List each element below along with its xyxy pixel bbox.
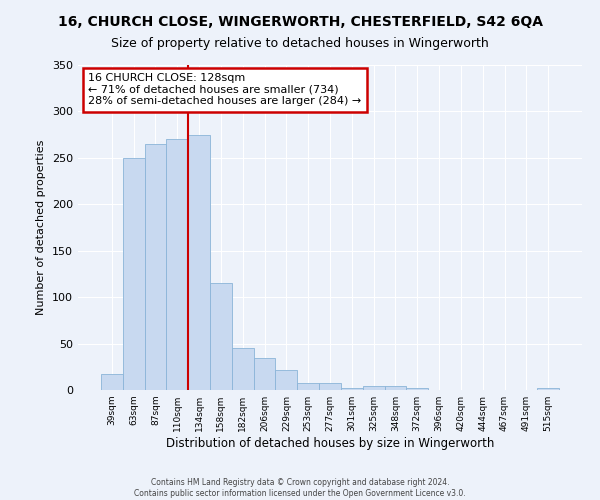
Bar bbox=[537, 388, 559, 390]
Bar bbox=[385, 386, 406, 390]
Bar bbox=[188, 134, 210, 390]
Bar bbox=[319, 382, 341, 390]
Bar bbox=[210, 283, 232, 390]
Bar bbox=[363, 386, 385, 390]
Bar bbox=[254, 358, 275, 390]
Text: Size of property relative to detached houses in Wingerworth: Size of property relative to detached ho… bbox=[111, 38, 489, 51]
Bar bbox=[406, 388, 428, 390]
Y-axis label: Number of detached properties: Number of detached properties bbox=[37, 140, 46, 315]
Bar bbox=[166, 140, 188, 390]
Text: 16 CHURCH CLOSE: 128sqm
← 71% of detached houses are smaller (734)
28% of semi-d: 16 CHURCH CLOSE: 128sqm ← 71% of detache… bbox=[88, 73, 361, 106]
Bar bbox=[145, 144, 166, 390]
Bar bbox=[297, 382, 319, 390]
Bar bbox=[123, 158, 145, 390]
Bar bbox=[341, 388, 363, 390]
Text: Contains HM Land Registry data © Crown copyright and database right 2024.
Contai: Contains HM Land Registry data © Crown c… bbox=[134, 478, 466, 498]
Bar bbox=[232, 348, 254, 390]
Bar bbox=[275, 370, 297, 390]
X-axis label: Distribution of detached houses by size in Wingerworth: Distribution of detached houses by size … bbox=[166, 437, 494, 450]
Bar bbox=[101, 374, 123, 390]
Text: 16, CHURCH CLOSE, WINGERWORTH, CHESTERFIELD, S42 6QA: 16, CHURCH CLOSE, WINGERWORTH, CHESTERFI… bbox=[58, 15, 542, 29]
